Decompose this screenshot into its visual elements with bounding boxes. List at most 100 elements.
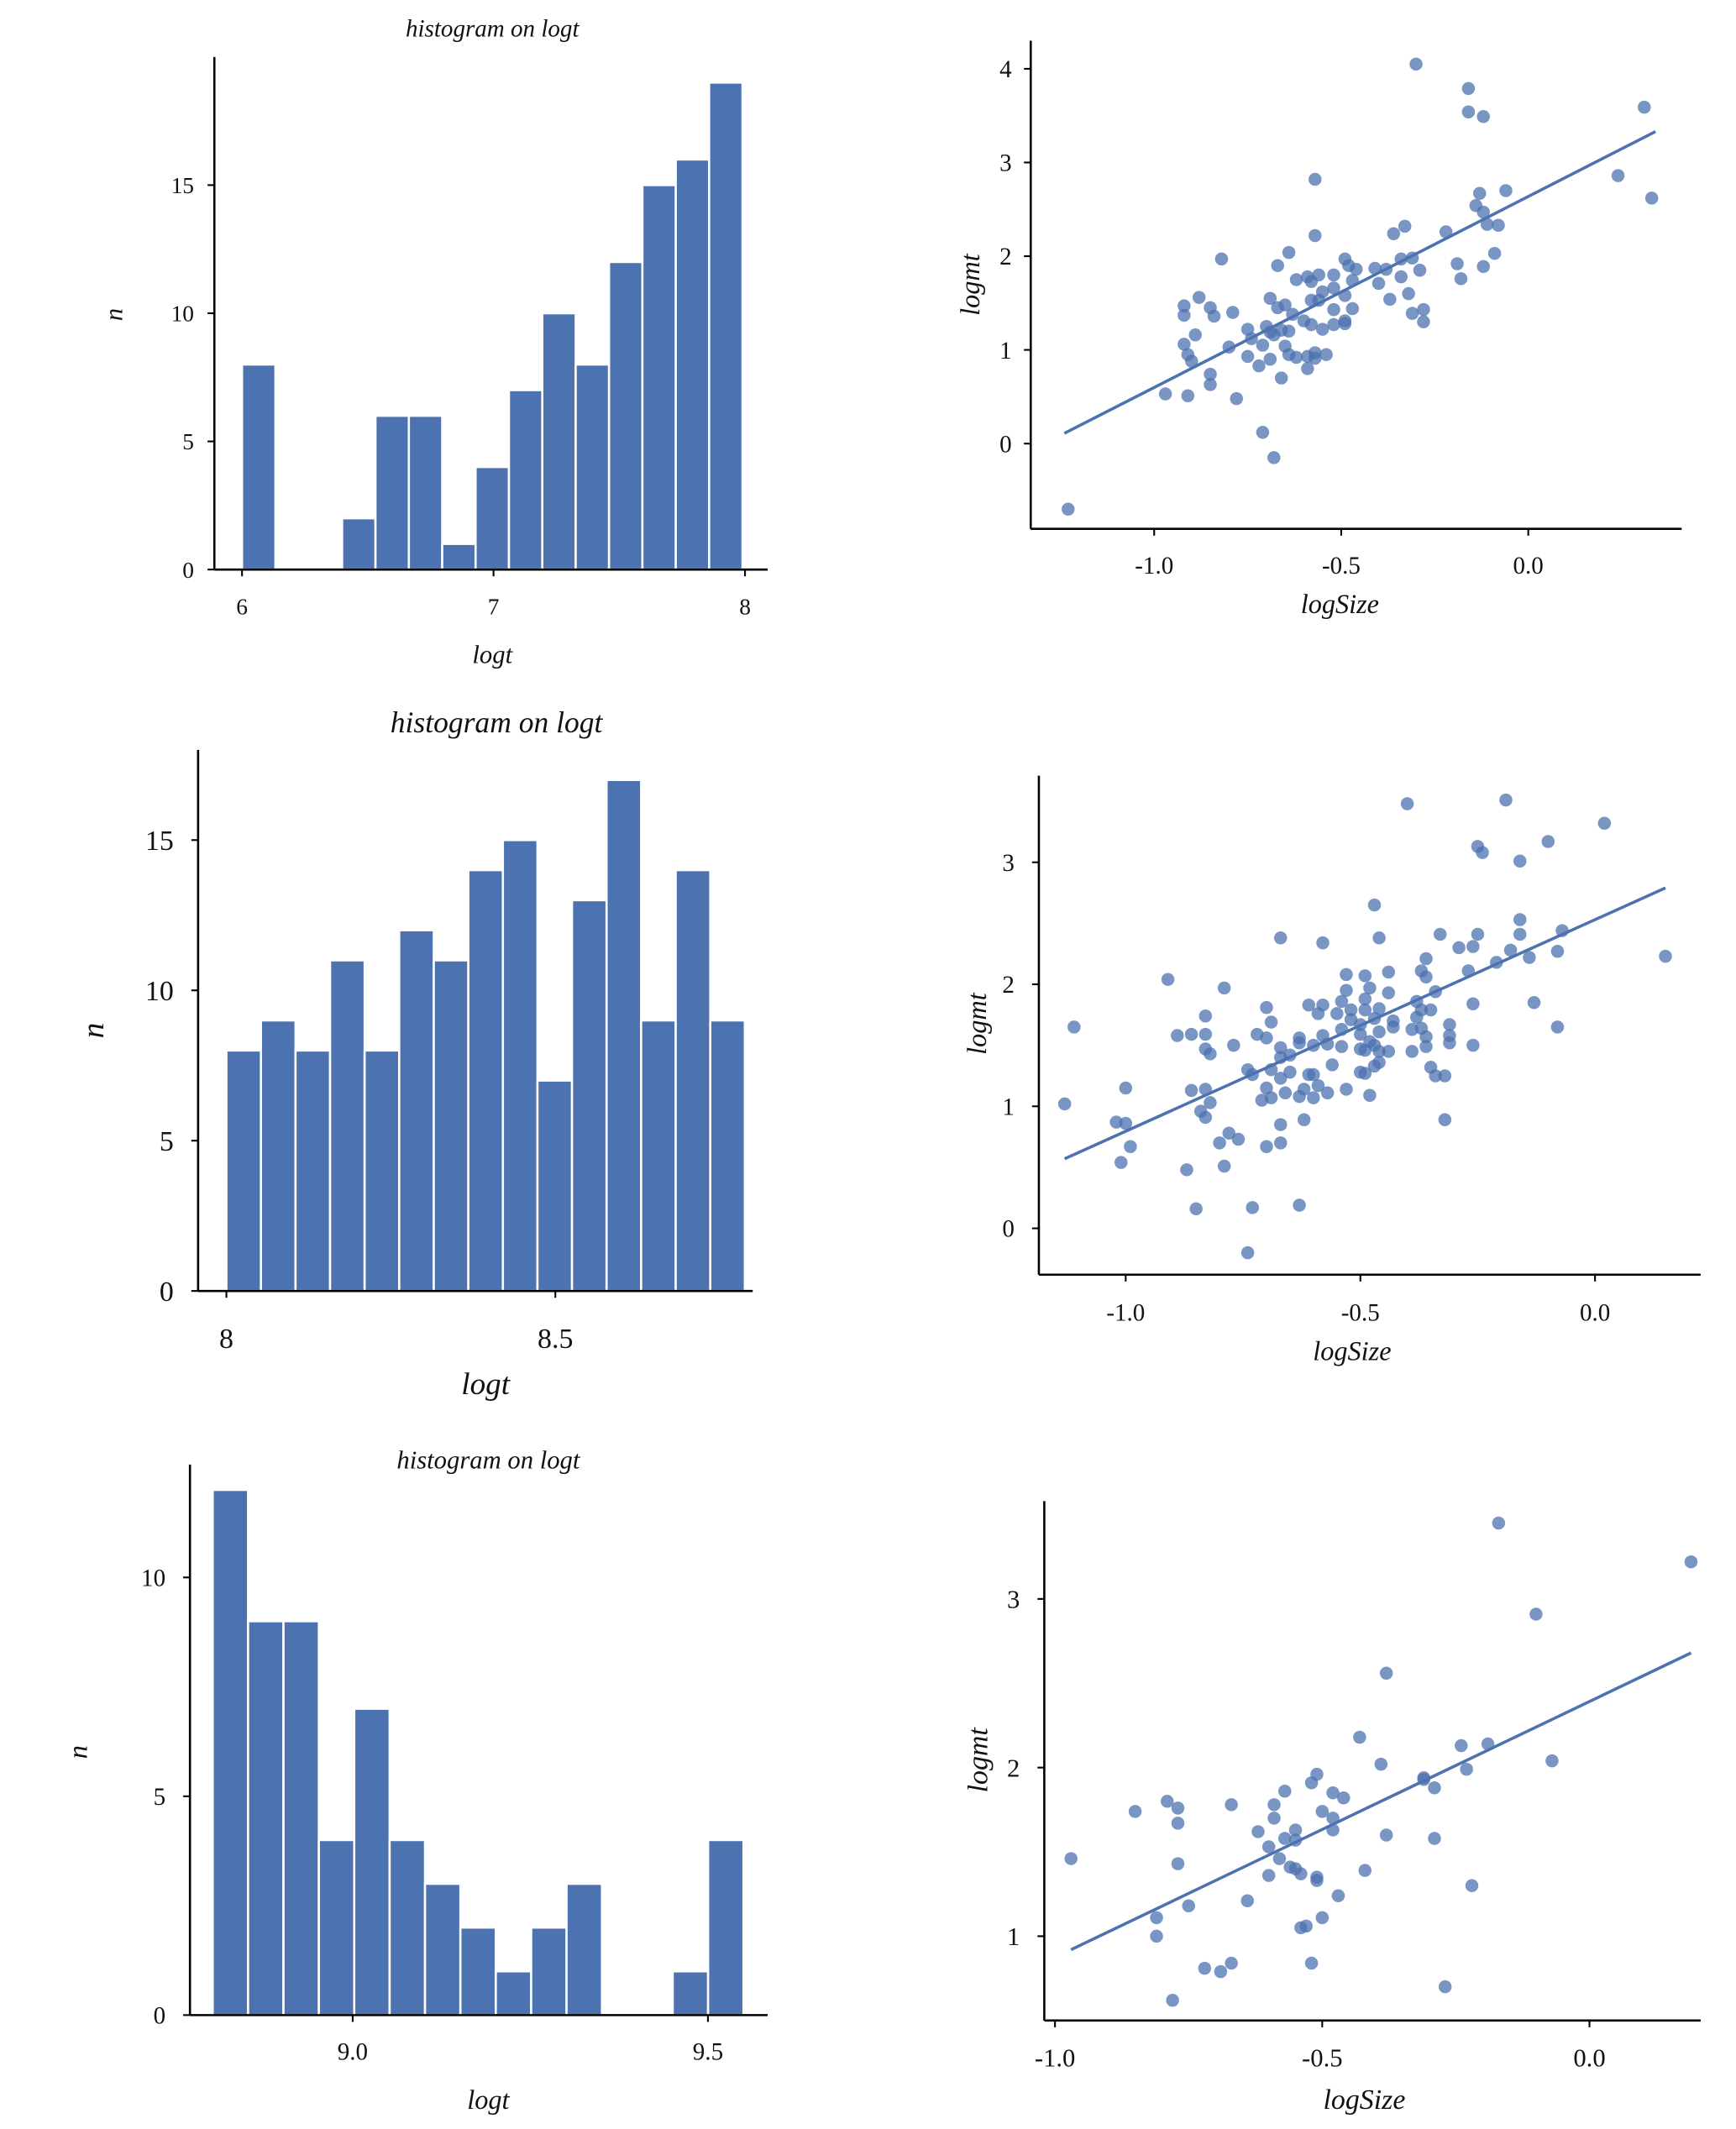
x-tick-label: 0.0 (1573, 2044, 1605, 2073)
scatter-point (1417, 315, 1430, 328)
scatter-point (1182, 1899, 1195, 1913)
x-tick-label: -1.0 (1135, 553, 1173, 579)
scatter-point (1177, 338, 1191, 351)
scatter-point (1419, 970, 1433, 984)
scatter-point (1611, 169, 1625, 182)
scatter-point (1309, 172, 1322, 186)
scatter-point (1476, 110, 1490, 123)
scatter-point (1198, 1961, 1212, 1975)
histogram-bar (459, 1926, 497, 2016)
scatter-point (1067, 1020, 1081, 1034)
scatter-point (1267, 1798, 1281, 1812)
y-tick-label: 2 (1007, 1754, 1020, 1782)
chart-title: histogram on logt (406, 16, 580, 43)
scatter-point (1335, 994, 1349, 1009)
scatter-point (1251, 1825, 1265, 1838)
scatter-point (1240, 1245, 1255, 1260)
histogram-bar (640, 1019, 677, 1293)
scatter-point (1260, 1140, 1273, 1153)
scatter-point (1550, 1020, 1565, 1034)
histogram-bar (607, 260, 644, 571)
scatter-point (1372, 1056, 1386, 1069)
scatter-point (1240, 1894, 1254, 1908)
scatter-point (1297, 1083, 1311, 1096)
histogram-bar (474, 465, 511, 571)
scatter-point (1327, 281, 1340, 295)
y-tick-label: 2 (999, 244, 1012, 270)
y-tick-label: 0 (1002, 1216, 1015, 1243)
scatter-point (1181, 389, 1195, 403)
chart-title: histogram on logt (391, 705, 604, 739)
scatter-point (1466, 1038, 1480, 1052)
histogram-bar (709, 1019, 747, 1293)
scatter-point (1272, 1852, 1287, 1865)
scatter-point (1294, 1867, 1308, 1880)
scatter-point (1278, 1086, 1293, 1100)
scatter-point (1226, 306, 1240, 319)
scatter-point (1344, 1003, 1358, 1017)
scatter-point (1177, 308, 1191, 322)
x-tick-label: 8.5 (538, 1324, 573, 1355)
scatter-point (1382, 965, 1396, 979)
scatter-point (1309, 228, 1322, 243)
histogram-bar (530, 1926, 568, 2016)
y-tick-label: 3 (999, 150, 1012, 177)
scatter-point (1382, 1045, 1396, 1058)
scatter-point (1438, 1113, 1452, 1127)
scatter-point (1487, 246, 1502, 260)
y-tick-label: 2 (1002, 972, 1015, 999)
x-tick-label: 8 (219, 1324, 233, 1355)
scatter-point (1550, 945, 1565, 958)
histogram-bar (574, 363, 611, 571)
scatter-point (1204, 367, 1217, 381)
y-tick-label: 5 (154, 1784, 166, 1811)
histogram-bar (674, 868, 711, 1293)
histogram-bar (570, 899, 608, 1293)
scatter-point (1180, 1163, 1193, 1177)
scatter-point (1256, 426, 1270, 439)
histogram-bar (240, 363, 277, 571)
x-tick-label: 0.0 (1580, 1300, 1610, 1327)
scatter-point (1428, 1780, 1441, 1795)
scatter-point (1480, 218, 1494, 231)
scatter-point (1424, 1003, 1438, 1017)
scatter-point (1282, 324, 1296, 338)
histogram-chart: 8 8.5 0 5 10 15 histogram on logt logt n (76, 705, 753, 1402)
scatter-point (1402, 286, 1415, 301)
scatter-point (1252, 359, 1266, 373)
scatter-point (1057, 1097, 1072, 1111)
scatter-point (1353, 1027, 1367, 1041)
scatter-point (1128, 1805, 1142, 1818)
histogram-bar (708, 81, 744, 571)
scatter-point (1062, 502, 1075, 517)
scatter-point (1350, 262, 1363, 276)
scatter-point (1545, 1754, 1559, 1768)
scatter-point (1320, 1086, 1335, 1100)
x-axis-label: logt (472, 641, 513, 669)
scatter-point (1340, 967, 1353, 982)
scatter-point (1273, 1041, 1288, 1055)
scatter-point (1345, 302, 1360, 316)
scatter-point (1466, 940, 1480, 953)
scatter-point (1225, 1798, 1238, 1812)
scatter-point (1439, 225, 1453, 239)
scatter-point (1231, 1132, 1246, 1146)
scatter-point (1304, 1956, 1319, 1970)
scatter-point (1461, 81, 1476, 96)
histogram-bar (317, 1838, 356, 2016)
histogram-bar (341, 517, 377, 571)
scatter-point (1189, 1202, 1203, 1216)
scatter-point (1315, 1911, 1330, 1925)
scatter-point (1261, 1869, 1276, 1882)
scatter-point (1379, 1666, 1393, 1680)
scatter-point (1443, 1036, 1456, 1050)
y-tick-label: 0 (999, 431, 1012, 458)
scatter-point (1188, 328, 1202, 342)
x-tick-label: -0.5 (1302, 2044, 1343, 2073)
scatter-point (1171, 1801, 1185, 1815)
scatter-point (1302, 998, 1316, 1012)
scatter-point (1338, 317, 1352, 331)
scatter-point (1278, 1785, 1292, 1798)
scatter-point (1304, 317, 1319, 332)
scatter-point (1230, 391, 1243, 406)
